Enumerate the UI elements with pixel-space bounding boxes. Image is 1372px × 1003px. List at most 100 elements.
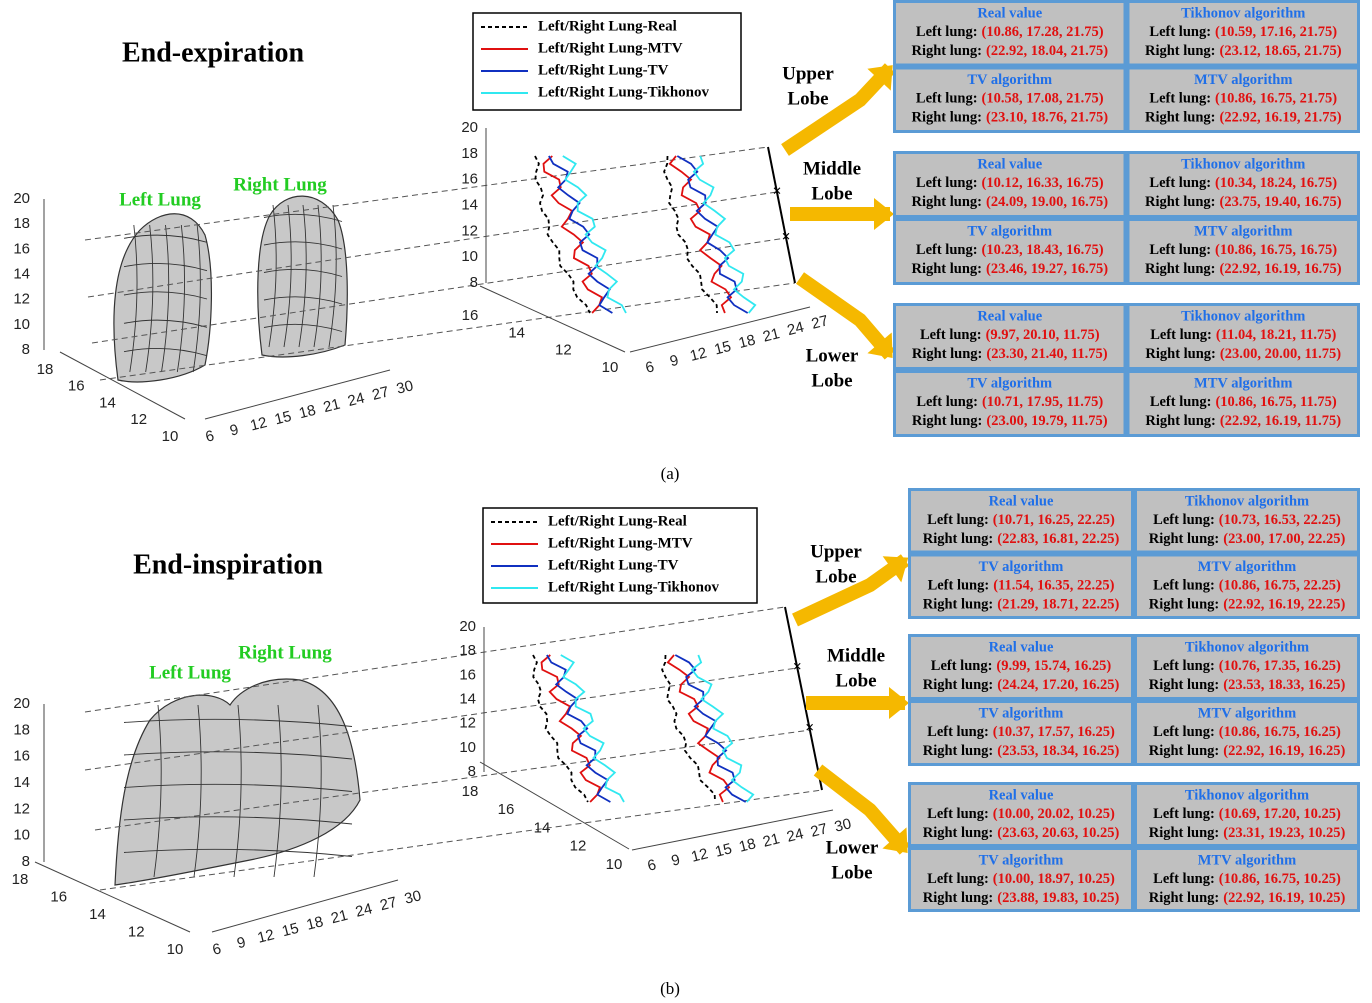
row-value: (23.30, 21.40, 11.75) — [986, 346, 1107, 362]
y-tick-label: 16 — [462, 307, 479, 324]
z-tick-label: 10 — [459, 739, 476, 756]
cell-row: Right lung:(23.53, 18.33, 16.25) — [1149, 677, 1346, 693]
row-value: (22.92, 16.19, 16.75) — [1219, 261, 1341, 277]
row-value: (10.86, 16.75, 10.25) — [1219, 871, 1341, 887]
y-tick-label: 18 — [37, 361, 54, 378]
row-value: (23.00, 19.79, 11.75) — [986, 413, 1107, 429]
cell-row: Left lung:(10.71, 17.95, 11.75) — [916, 394, 1103, 410]
row-value: (10.37, 17.57, 16.25) — [993, 724, 1115, 740]
row-label: Right lung: — [1149, 890, 1220, 906]
right-lung-label: Right Lung — [238, 642, 332, 663]
row-label: Right lung: — [912, 413, 983, 429]
row-value: (10.76, 17.35, 16.25) — [1219, 658, 1341, 674]
z-tick-label: 16 — [13, 748, 30, 765]
cell-row: Right lung:(23.30, 21.40, 11.75) — [912, 346, 1108, 362]
row-label: Left lung: — [1150, 327, 1212, 343]
row-label: Right lung: — [1149, 677, 1220, 693]
legend-label: Left/Right Lung-TV — [538, 62, 669, 78]
row-value: (10.23, 18.43, 16.75) — [982, 242, 1104, 258]
row-value: (23.31, 19.23, 10.25) — [1223, 825, 1345, 841]
z-tick-label: 18 — [459, 642, 476, 659]
row-label: Right lung: — [1149, 743, 1220, 759]
row-label: Left lung: — [1149, 91, 1211, 107]
z-tick-label: 10 — [13, 316, 30, 333]
row-value: (10.71, 16.25, 22.25) — [993, 512, 1115, 528]
cell-row: Right lung:(22.92, 16.19, 10.25) — [1149, 890, 1346, 906]
z-tick-label: 12 — [461, 222, 478, 239]
cell-row: Left lung:(10.86, 16.75, 10.25) — [1153, 871, 1341, 887]
cell-title: MTV algorithm — [1194, 223, 1292, 239]
row-value: (23.53, 18.34, 16.25) — [997, 743, 1119, 759]
z-tick-label: 10 — [13, 827, 30, 844]
row-value: (22.92, 16.19, 22.25) — [1223, 597, 1345, 613]
cell-title: Tikhonov algorithm — [1185, 639, 1309, 655]
z-tick-label: 14 — [459, 690, 476, 707]
row-value: (10.86, 16.75, 22.25) — [1219, 578, 1341, 594]
lobe-label: Upper — [810, 541, 862, 562]
cell-title: MTV algorithm — [1194, 375, 1292, 391]
y-tick-label: 14 — [89, 906, 106, 923]
cell-row: Left lung:(10.69, 17.20, 10.25) — [1153, 806, 1341, 822]
row-label: Right lung: — [923, 890, 994, 906]
cell-row: Left lung:(10.86, 16.75, 21.75) — [1149, 91, 1337, 107]
z-tick-label: 12 — [13, 800, 30, 817]
cell-row: Right lung:(22.92, 16.19, 21.75) — [1145, 110, 1342, 126]
cell-row: Left lung:(10.00, 20.02, 10.25) — [927, 806, 1115, 822]
row-label: Left lung: — [927, 724, 989, 740]
row-label: Left lung: — [916, 394, 978, 410]
z-tick-label: 20 — [461, 119, 478, 136]
row-value: (22.92, 16.19, 10.25) — [1223, 890, 1345, 906]
row-label: Left lung: — [927, 871, 989, 887]
legend-label: Left/Right Lung-MTV — [548, 535, 693, 551]
cell-row: Left lung:(10.34, 18.24, 16.75) — [1149, 175, 1337, 191]
cell-title: TV algorithm — [967, 375, 1052, 391]
cell-title: Real value — [977, 308, 1042, 324]
lobe-label: Middle — [827, 645, 885, 666]
row-label: Right lung: — [1145, 346, 1216, 362]
z-tick-label: 18 — [13, 721, 30, 738]
lobe-label: Lobe — [787, 88, 828, 109]
lobe-label: Lower — [826, 837, 879, 858]
z-tick-label: 12 — [13, 291, 30, 308]
row-label: Right lung: — [923, 597, 994, 613]
lobe-label: Middle — [803, 158, 861, 179]
cell-row: Right lung:(23.10, 18.76, 21.75) — [911, 110, 1108, 126]
cell-row: Right lung:(22.92, 16.19, 16.75) — [1145, 261, 1342, 277]
z-tick-label: 20 — [13, 695, 30, 712]
z-tick-label: 10 — [461, 248, 478, 265]
cell-title: Real value — [989, 787, 1054, 803]
cell-row: Right lung:(23.63, 20.63, 10.25) — [923, 825, 1120, 841]
row-label: Right lung: — [923, 743, 994, 759]
cell-row: Left lung:(10.86, 16.75, 11.75) — [1150, 394, 1337, 410]
page: {"panels": [ {"title": "End-expiration",… — [0, 0, 1372, 1003]
cell-row: Right lung:(22.92, 18.04, 21.75) — [911, 43, 1108, 59]
z-tick-label: 16 — [459, 666, 476, 683]
cell-row: Left lung:(10.86, 16.75, 16.25) — [1153, 724, 1341, 740]
cell-row: Right lung:(22.92, 16.19, 11.75) — [1145, 413, 1341, 429]
row-value: (10.71, 17.95, 11.75) — [982, 394, 1103, 410]
row-value: (24.24, 17.20, 16.25) — [997, 677, 1119, 693]
row-value: (10.86, 16.75, 16.25) — [1219, 724, 1341, 740]
row-value: (11.54, 16.35, 22.25) — [993, 578, 1114, 594]
cell-row: Right lung:(23.00, 17.00, 22.25) — [1149, 531, 1346, 547]
row-value: (10.73, 16.53, 22.25) — [1219, 512, 1341, 528]
row-label: Left lung: — [1149, 24, 1211, 40]
row-label: Right lung: — [1149, 825, 1220, 841]
cell-row: Left lung:(10.73, 16.53, 22.25) — [1153, 512, 1341, 528]
row-value: (21.29, 18.71, 22.25) — [997, 597, 1119, 613]
z-tick-label: 18 — [13, 215, 30, 232]
row-label: Left lung: — [916, 91, 978, 107]
row-label: Right lung: — [1149, 597, 1220, 613]
cell-row: Left lung:(11.54, 16.35, 22.25) — [928, 578, 1115, 594]
z-tick-label: 8 — [468, 763, 476, 780]
lobe-divider: × — [805, 720, 814, 737]
cell-row: Right lung:(23.88, 19.83, 10.25) — [923, 890, 1120, 906]
left-lung-label: Left Lung — [149, 662, 231, 683]
cell-row: Right lung:(23.75, 19.40, 16.75) — [1145, 194, 1342, 210]
z-tick-label: 14 — [13, 774, 30, 791]
lobe-label: Lobe — [831, 862, 872, 883]
panel-title: End-expiration — [122, 37, 304, 68]
cell-row: Left lung:(10.12, 16.33, 16.75) — [916, 175, 1104, 191]
row-label: Right lung: — [911, 194, 982, 210]
y-tick-label: 10 — [167, 941, 184, 958]
